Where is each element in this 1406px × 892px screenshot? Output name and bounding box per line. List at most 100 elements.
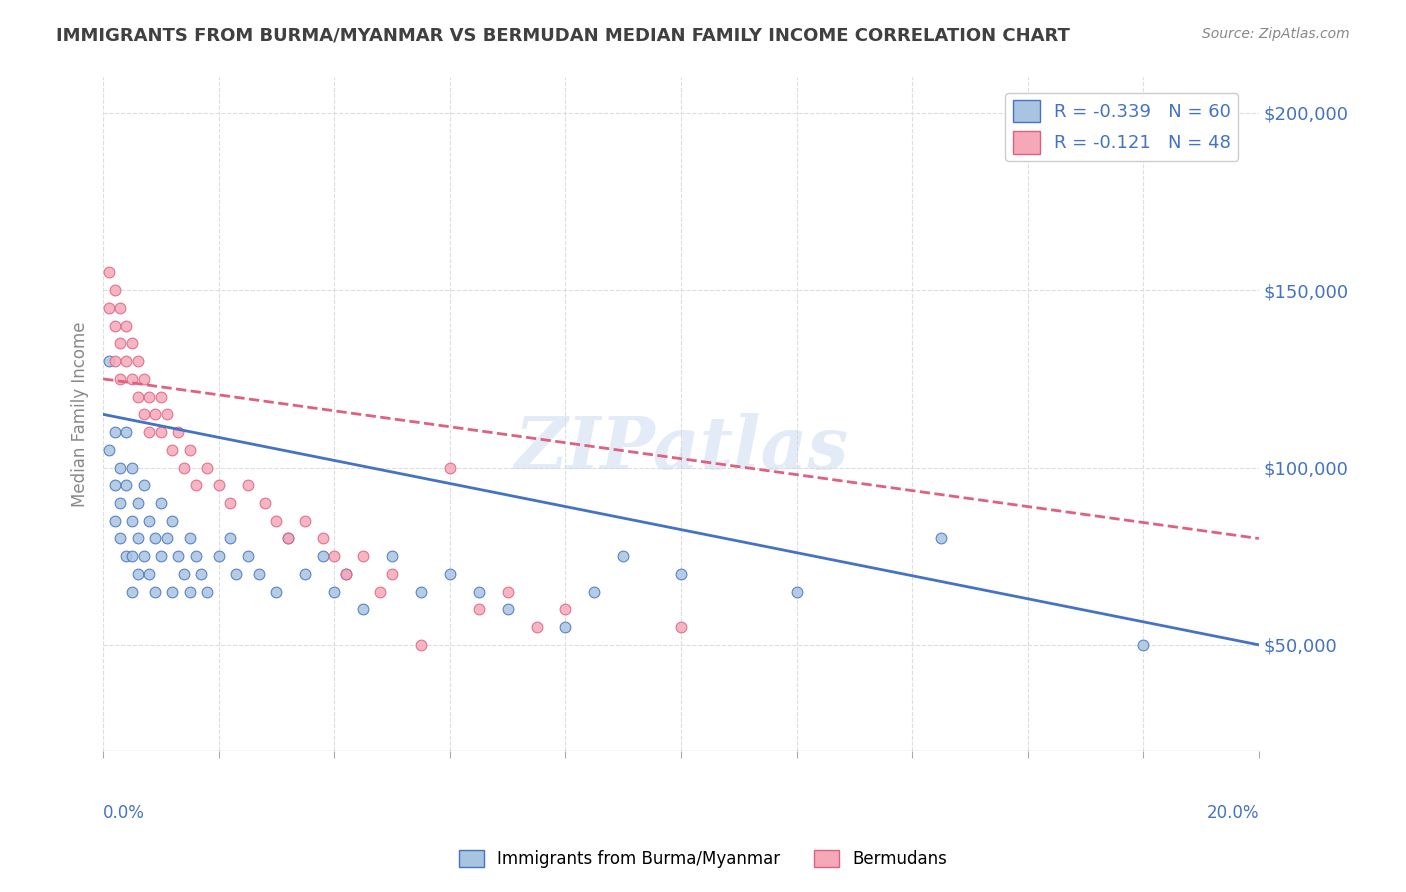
Point <box>97 301 120 315</box>
Point <box>352 549 374 564</box>
Point <box>253 496 276 510</box>
Text: 20.0%: 20.0% <box>1206 805 1258 822</box>
Point <box>97 442 120 457</box>
Point <box>104 425 127 439</box>
Point <box>195 584 218 599</box>
Point <box>156 532 179 546</box>
Point <box>179 584 201 599</box>
Point <box>132 549 155 564</box>
Text: Source: ZipAtlas.com: Source: ZipAtlas.com <box>1202 27 1350 41</box>
Point <box>149 549 172 564</box>
Point <box>149 496 172 510</box>
Point <box>219 532 242 546</box>
Point <box>323 584 346 599</box>
Point <box>121 372 143 386</box>
Point <box>323 549 346 564</box>
Point <box>162 514 184 528</box>
Point <box>143 584 166 599</box>
Point <box>132 478 155 492</box>
Point <box>110 496 132 510</box>
Point <box>208 478 231 492</box>
Point <box>277 532 299 546</box>
Point <box>496 602 519 616</box>
Point <box>127 354 149 368</box>
Point <box>104 478 127 492</box>
Point <box>335 566 357 581</box>
Point <box>381 549 404 564</box>
Point <box>266 584 288 599</box>
Point <box>149 390 172 404</box>
Point <box>104 514 127 528</box>
Point <box>97 354 120 368</box>
Point <box>184 478 207 492</box>
Point <box>115 354 138 368</box>
Point <box>138 514 160 528</box>
Point <box>173 460 195 475</box>
Point <box>167 549 190 564</box>
Point <box>121 584 143 599</box>
Point <box>179 442 201 457</box>
Point <box>110 460 132 475</box>
Point <box>554 602 576 616</box>
Point <box>352 602 374 616</box>
Point <box>554 620 576 634</box>
Text: 0.0%: 0.0% <box>103 805 145 822</box>
Point <box>104 354 127 368</box>
Point <box>381 566 404 581</box>
Point <box>467 602 489 616</box>
Point <box>786 584 808 599</box>
Point <box>190 566 212 581</box>
Point <box>110 532 132 546</box>
Point <box>929 532 952 546</box>
Point <box>110 301 132 315</box>
Point <box>143 408 166 422</box>
Point <box>312 549 335 564</box>
Y-axis label: Median Family Income: Median Family Income <box>72 322 89 507</box>
Point <box>225 566 247 581</box>
Point <box>439 460 461 475</box>
Point <box>312 532 335 546</box>
Point <box>1132 638 1154 652</box>
Point <box>467 584 489 599</box>
Legend: R = -0.339   N = 60, R = -0.121   N = 48: R = -0.339 N = 60, R = -0.121 N = 48 <box>1005 93 1239 161</box>
Point <box>138 425 160 439</box>
Point <box>121 514 143 528</box>
Point <box>294 566 316 581</box>
Point <box>115 318 138 333</box>
Point <box>110 372 132 386</box>
Point <box>162 584 184 599</box>
Point <box>219 496 242 510</box>
Point <box>121 549 143 564</box>
Point <box>496 584 519 599</box>
Point <box>526 620 548 634</box>
Point <box>138 566 160 581</box>
Point <box>104 318 127 333</box>
Point <box>184 549 207 564</box>
Point <box>132 408 155 422</box>
Point <box>97 265 120 279</box>
Point <box>121 460 143 475</box>
Point <box>612 549 634 564</box>
Point <box>179 532 201 546</box>
Point <box>121 336 143 351</box>
Point <box>115 549 138 564</box>
Point <box>127 532 149 546</box>
Point <box>247 566 270 581</box>
Point <box>236 478 259 492</box>
Point <box>669 566 692 581</box>
Point <box>110 336 132 351</box>
Point <box>127 496 149 510</box>
Point <box>138 390 160 404</box>
Point <box>173 566 195 581</box>
Point <box>149 425 172 439</box>
Point <box>104 283 127 297</box>
Point <box>208 549 231 564</box>
Text: ZIPatlas: ZIPatlas <box>515 412 848 483</box>
Legend: Immigrants from Burma/Myanmar, Bermudans: Immigrants from Burma/Myanmar, Bermudans <box>453 843 953 875</box>
Point <box>162 442 184 457</box>
Point <box>132 372 155 386</box>
Point <box>669 620 692 634</box>
Point <box>294 514 316 528</box>
Point <box>143 532 166 546</box>
Point <box>409 638 432 652</box>
